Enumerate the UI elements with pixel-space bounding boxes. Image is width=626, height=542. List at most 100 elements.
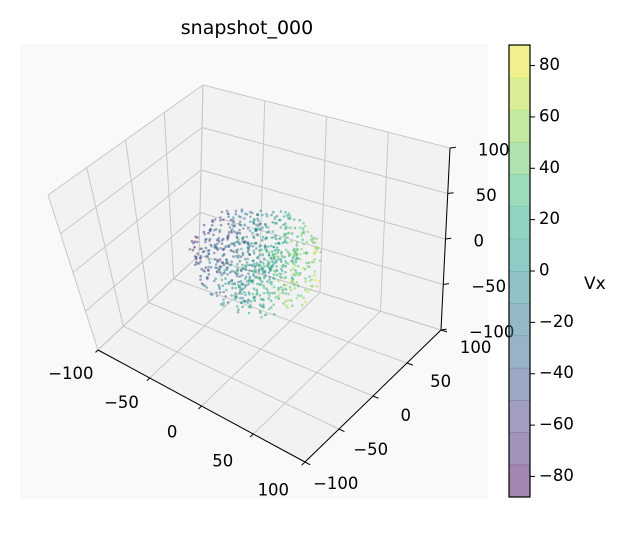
scatter-point — [215, 238, 219, 242]
scatter-point — [263, 275, 266, 279]
scatter-point — [204, 255, 208, 258]
scatter-point — [260, 280, 264, 284]
scatter-point — [269, 244, 273, 248]
scatter-point — [265, 212, 268, 216]
scatter-point — [211, 220, 215, 223]
scatter-point — [244, 284, 247, 287]
scatter-point — [267, 245, 270, 248]
scatter-point — [297, 284, 300, 288]
scatter-point — [303, 224, 307, 228]
scatter-point — [222, 272, 225, 275]
scatter-point — [204, 240, 207, 244]
scatter-point — [293, 287, 297, 290]
scatter-point — [304, 288, 307, 292]
scatter-point — [223, 247, 226, 250]
scatter-point — [247, 272, 250, 276]
scatter-point — [247, 280, 251, 283]
scatter-point — [301, 267, 305, 270]
scatter-point — [251, 281, 254, 284]
colorbar-band — [509, 77, 530, 111]
scatter-point — [256, 255, 260, 259]
scatter-point — [232, 270, 236, 273]
scatter-point — [231, 216, 235, 219]
scatter-point — [242, 227, 245, 230]
scatter-point — [290, 299, 293, 302]
grid-line-z-left — [60, 127, 203, 235]
scatter-point — [279, 257, 282, 261]
scatter-point — [231, 282, 234, 286]
scatter-point — [282, 283, 286, 287]
scatter-point — [272, 303, 276, 307]
scatter-point — [300, 303, 304, 307]
scatter-point — [313, 274, 316, 277]
scatter-point — [218, 268, 221, 272]
scatter-point — [302, 242, 306, 246]
scatter-point — [289, 279, 293, 282]
scatter-point — [236, 266, 239, 270]
scatter-point — [257, 268, 261, 272]
colorbar-tick-label: 20 — [539, 209, 560, 228]
scatter-point — [318, 279, 321, 283]
scatter-point — [225, 288, 228, 292]
scatter-point — [273, 249, 277, 252]
scatter-point — [295, 241, 299, 244]
scatter-point — [288, 285, 292, 289]
scatter-point — [246, 301, 250, 304]
scatter-point — [235, 254, 238, 258]
scatter-point — [199, 260, 202, 263]
y-tick — [304, 461, 311, 466]
scatter-point — [252, 221, 256, 225]
z-tick-label: 50 — [476, 186, 497, 205]
scatter-point — [255, 223, 258, 227]
scatter-point — [241, 237, 244, 240]
scatter-point — [300, 234, 303, 237]
y-tick-label: 50 — [430, 372, 451, 391]
scatter-point — [251, 292, 255, 296]
scatter-point — [224, 277, 227, 280]
scatter-point — [284, 271, 287, 274]
scatter-point — [218, 285, 221, 289]
y-tick-label: 100 — [460, 338, 492, 357]
scatter-point — [237, 280, 240, 284]
scatter-point — [227, 215, 230, 219]
scatter-point — [245, 280, 249, 283]
scatter-point — [195, 257, 198, 261]
scatter-point — [241, 296, 244, 300]
scatter-point — [272, 235, 276, 239]
scatter-point — [235, 233, 239, 236]
scatter-point — [202, 230, 206, 234]
scatter-point — [249, 300, 253, 303]
scatter-point — [188, 248, 192, 251]
scatter-point — [270, 250, 274, 253]
scatter-point — [253, 242, 256, 245]
scatter-point — [224, 261, 228, 265]
scatter-point — [295, 296, 299, 300]
colorbar-band — [509, 141, 530, 175]
scatter-point — [306, 264, 310, 268]
scatter-point — [314, 241, 317, 244]
scatter-point — [298, 218, 302, 222]
scatter-point — [248, 293, 251, 296]
scatter-point — [247, 311, 251, 315]
scatter-point — [203, 232, 207, 236]
scatter-point — [210, 224, 214, 227]
scatter-point — [225, 258, 228, 261]
scatter-point — [232, 220, 235, 224]
z-tick — [449, 146, 456, 149]
scatter-point — [283, 276, 286, 280]
scatter-point — [239, 215, 243, 219]
scatter-point — [226, 238, 229, 241]
scatter-point — [291, 267, 295, 270]
scatter-point — [296, 294, 300, 297]
scatter-point — [237, 254, 240, 257]
scatter-point — [191, 248, 195, 252]
scatter-point — [255, 289, 258, 292]
scatter-point — [262, 284, 265, 288]
scatter-point — [289, 226, 292, 229]
scatter-point — [248, 220, 252, 223]
scatter-point — [226, 212, 230, 215]
scatter-point — [218, 229, 222, 232]
scatter-point — [239, 296, 242, 300]
scatter-point — [230, 279, 234, 283]
